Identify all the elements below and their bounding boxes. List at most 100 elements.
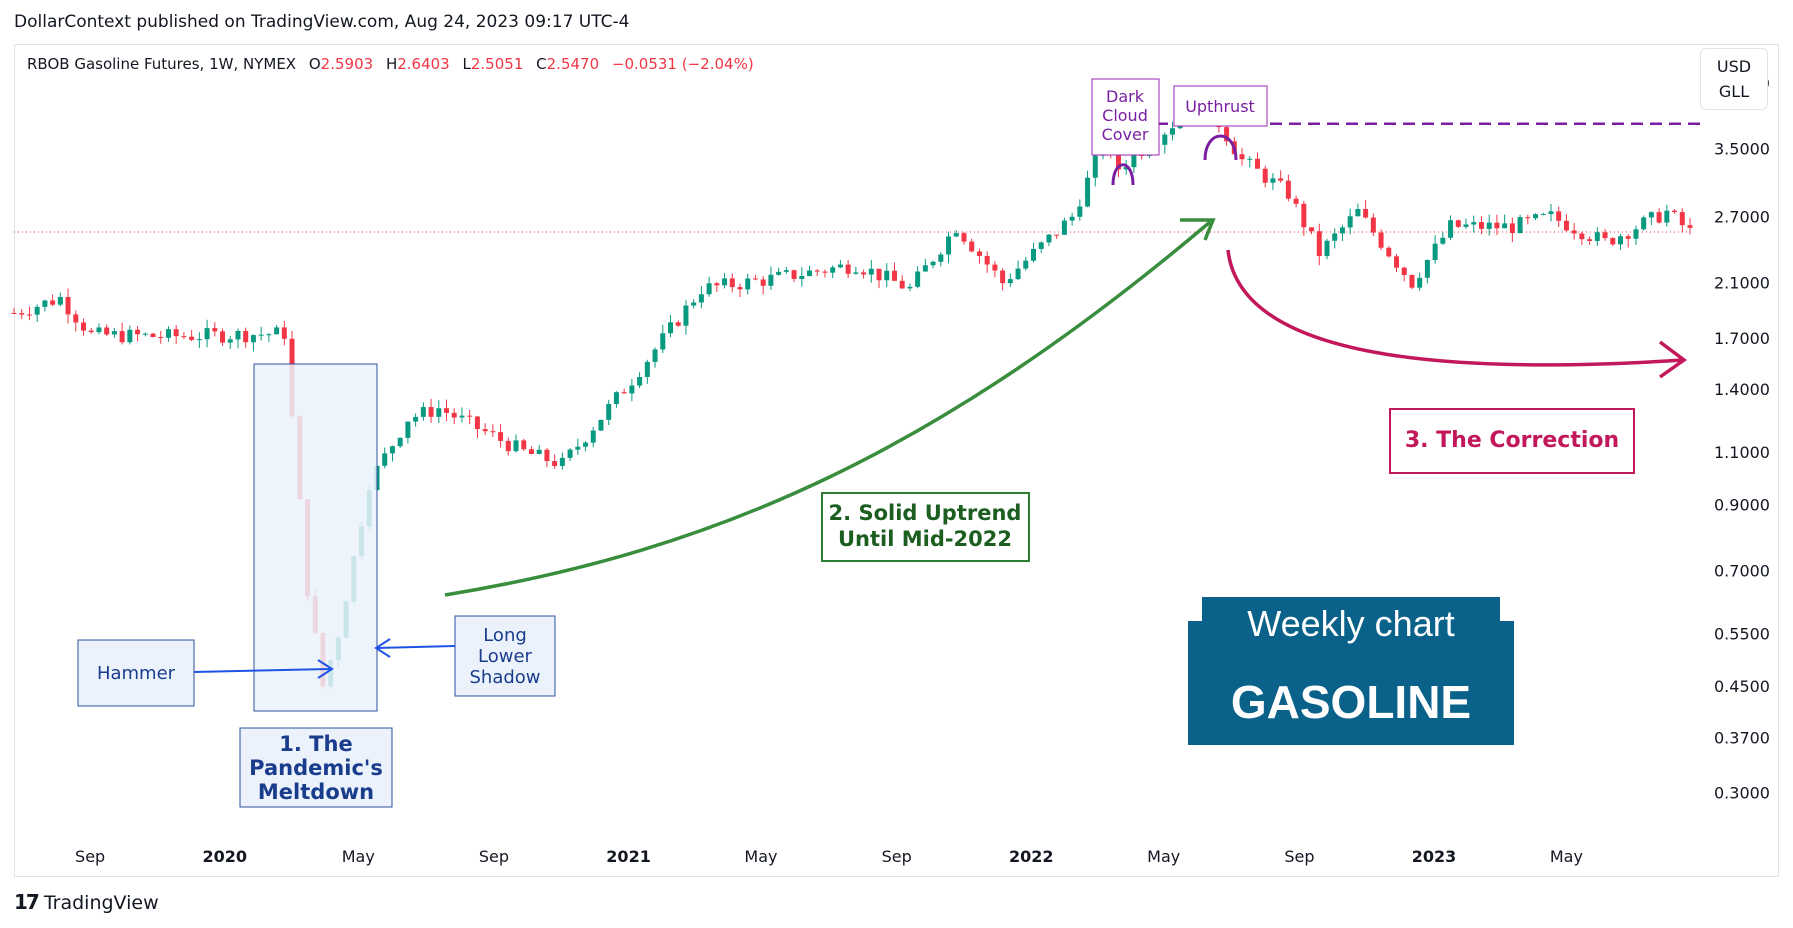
dark-cloud-label-line: Cloud xyxy=(1102,106,1148,125)
candle-body xyxy=(189,336,195,340)
candle-body xyxy=(961,233,967,242)
uptrend-arrow-curve xyxy=(444,220,1212,597)
candle-body xyxy=(583,442,589,447)
x-tick-label: 2023 xyxy=(1412,847,1457,866)
candle-body xyxy=(698,294,704,303)
tradingview-brand: TradingView xyxy=(43,892,159,914)
candle-body xyxy=(444,408,450,413)
candle-body xyxy=(1502,223,1508,229)
candle-body xyxy=(281,327,287,339)
candle-body xyxy=(1455,220,1461,227)
candle-body xyxy=(1316,231,1322,257)
pandemic-label-line: Pandemic's xyxy=(249,756,383,780)
candle-body xyxy=(768,274,774,286)
candle-body xyxy=(660,333,666,350)
candle-body xyxy=(1409,274,1415,288)
unit-currency: USD xyxy=(1716,57,1752,76)
candle-body xyxy=(1046,234,1052,243)
candle-body xyxy=(1625,236,1631,239)
candle-body xyxy=(1285,180,1291,199)
candle-body xyxy=(96,327,102,333)
candle-body xyxy=(1007,279,1013,284)
candle-body xyxy=(165,329,171,338)
candle-body xyxy=(1293,198,1299,204)
candle-body xyxy=(783,270,789,272)
candle-body xyxy=(19,313,25,315)
candle-body xyxy=(559,457,565,466)
candle-body xyxy=(220,331,226,343)
candle-body xyxy=(1355,208,1361,217)
x-tick-label: May xyxy=(342,847,375,866)
gasoline-label: GASOLINE xyxy=(1231,676,1471,728)
hammer-label: Hammer xyxy=(97,663,176,684)
candle-body xyxy=(1254,158,1260,169)
candle-body xyxy=(1687,225,1693,228)
candle-body xyxy=(1486,222,1492,229)
y-tick-label: 0.9000 xyxy=(1714,496,1770,515)
candle-body xyxy=(544,449,550,462)
y-tick-label: 2.7000 xyxy=(1714,208,1770,227)
candle-body xyxy=(552,461,558,466)
candle-body xyxy=(1247,158,1253,160)
candle-body xyxy=(1648,212,1654,218)
candle-body xyxy=(861,272,867,275)
y-tick-label: 0.5500 xyxy=(1714,625,1770,644)
candle-body xyxy=(1517,217,1523,234)
candle-body xyxy=(984,255,990,265)
candle-body xyxy=(1309,227,1315,232)
pandemic-label-line: Meltdown xyxy=(258,780,374,804)
candle-body xyxy=(1123,167,1129,170)
candle-body xyxy=(467,415,473,417)
y-tick-label: 1.1000 xyxy=(1714,443,1770,462)
candle-body xyxy=(1061,220,1067,235)
candle-body xyxy=(1038,242,1044,249)
candle-body xyxy=(1378,232,1384,248)
x-tick-label: Sep xyxy=(1284,847,1314,866)
candle-body xyxy=(1478,222,1484,229)
candle-body xyxy=(1494,222,1500,229)
currency-unit-button[interactable]: USD GLL xyxy=(1700,48,1768,110)
candle-body xyxy=(405,421,411,438)
candle-body xyxy=(776,271,782,275)
candle-body xyxy=(1000,270,1006,284)
candle-body xyxy=(1432,243,1438,261)
candle-body xyxy=(1571,230,1577,234)
candle-body xyxy=(1370,217,1376,233)
candle-body xyxy=(1162,134,1168,145)
candle-body xyxy=(714,283,720,286)
candle-body xyxy=(1077,206,1083,217)
shadow-label-line: Long xyxy=(483,625,527,646)
candle-body xyxy=(413,416,419,422)
y-tick-label: 0.4500 xyxy=(1714,677,1770,696)
candle-body xyxy=(1463,224,1469,227)
candle-body xyxy=(899,280,905,289)
candle-body xyxy=(930,261,936,266)
candle-body xyxy=(505,440,511,452)
candle-body xyxy=(1471,222,1477,225)
candle-body xyxy=(1270,178,1276,183)
pandemic-highlight-box xyxy=(253,363,378,712)
candle-body xyxy=(853,272,859,274)
x-tick-label: Sep xyxy=(479,847,509,866)
candle-body xyxy=(667,322,673,334)
candle-body xyxy=(629,385,635,394)
candle-body xyxy=(474,416,480,430)
candle-body xyxy=(946,236,952,255)
candle-body xyxy=(1417,277,1423,288)
candle-body xyxy=(992,264,998,271)
candle-body xyxy=(745,278,751,290)
tradingview-footer[interactable]: 17 TradingView xyxy=(14,890,159,914)
candle-body xyxy=(1440,237,1446,244)
hammer-label-box xyxy=(77,639,195,707)
legend-high-value: 2.6403 xyxy=(397,55,450,73)
candle-body xyxy=(57,297,63,305)
legend-open-label: O xyxy=(308,55,321,73)
y-tick-label: 2.1000 xyxy=(1714,274,1770,293)
candle-body xyxy=(1386,247,1392,257)
dark-cloud-label-line: Cover xyxy=(1102,125,1149,144)
candle-body xyxy=(876,268,882,281)
time-axis: Sep 2020 May Sep 2021 May Sep 2022 May Sep 2023 May xyxy=(75,847,1583,866)
candle-body xyxy=(1332,233,1338,241)
candle-body xyxy=(644,361,650,378)
